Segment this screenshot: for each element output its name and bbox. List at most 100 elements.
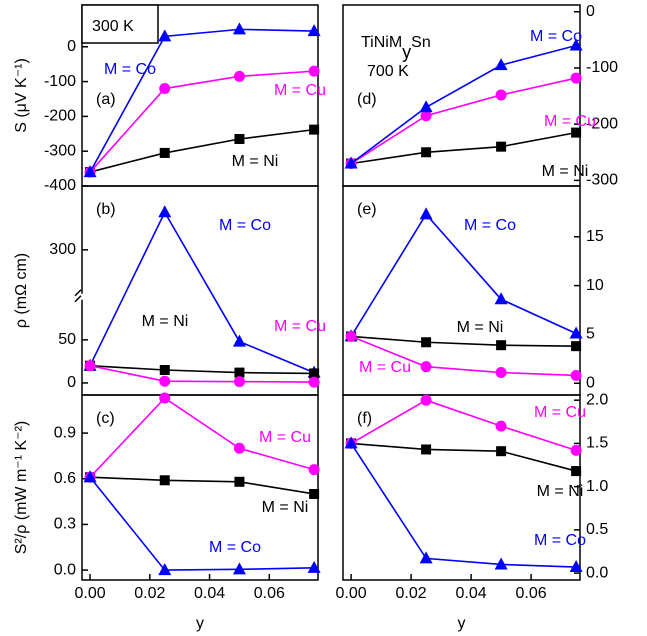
y-tick-label: 300 <box>49 241 76 258</box>
series-label: M = Co <box>209 539 261 556</box>
series-line <box>351 335 577 347</box>
annotation: 300 K <box>92 18 134 35</box>
series-label: M = Cu <box>534 404 586 421</box>
marker <box>496 340 507 351</box>
marker <box>159 375 171 387</box>
plot-frame <box>81 394 319 581</box>
y-tick-label: 0.0 <box>54 561 76 578</box>
marker <box>419 100 433 113</box>
marker <box>495 367 507 379</box>
marker <box>421 444 432 455</box>
y-tick-label: -300 <box>586 172 618 189</box>
marker <box>309 124 320 135</box>
marker <box>159 147 170 158</box>
y-tick-label: -100 <box>44 73 76 90</box>
marker <box>570 369 582 381</box>
series-line <box>89 210 315 374</box>
series-label: M = Cu <box>274 318 326 335</box>
series-label: M = Cu <box>544 113 596 130</box>
marker <box>233 70 245 82</box>
panel-label: (b) <box>96 201 116 218</box>
x-axis-label: y <box>458 615 466 632</box>
marker <box>307 560 321 573</box>
marker <box>345 330 357 342</box>
series-label: M = Co <box>104 61 156 78</box>
marker <box>496 446 507 457</box>
series-line <box>350 44 577 165</box>
series-line <box>350 131 577 165</box>
series-label: M = Ni <box>142 313 189 330</box>
plot-frame <box>81 185 319 396</box>
marker <box>419 551 433 564</box>
marker <box>232 562 246 575</box>
marker <box>159 475 170 486</box>
annotation-box <box>81 4 159 44</box>
marker <box>158 205 172 218</box>
marker <box>309 368 320 379</box>
marker <box>571 127 582 138</box>
x-tick-label: 0.02 <box>396 585 427 602</box>
panel-label: (e) <box>357 201 377 218</box>
x-tick-label: 0.02 <box>134 585 165 602</box>
y-tick-label: -300 <box>44 142 76 159</box>
series-line <box>350 77 577 165</box>
y-tick-label: -200 <box>586 115 618 132</box>
marker <box>494 58 508 71</box>
y-tick-label: 0.3 <box>54 516 76 533</box>
series-label: M = Co <box>464 217 516 234</box>
y-axis-label: S (μV K⁻¹) <box>13 58 30 133</box>
series-label: M = Ni <box>542 163 589 180</box>
marker <box>570 72 582 84</box>
marker <box>159 365 170 376</box>
marker <box>307 24 321 37</box>
x-tick-label: 0.00 <box>336 585 367 602</box>
y-axis-label: ρ (mΩ cm) <box>13 253 30 328</box>
series-line <box>90 476 315 495</box>
series-line <box>89 70 315 173</box>
x-tick-label: 0.04 <box>456 585 487 602</box>
y-tick-label: 0.5 <box>586 521 608 538</box>
marker <box>158 563 172 576</box>
y-tick-label: 0.6 <box>54 470 76 487</box>
marker <box>419 207 433 220</box>
panel-label: (a) <box>96 91 116 108</box>
marker <box>308 464 320 476</box>
x-tick-label: 0.04 <box>194 585 225 602</box>
y-tick-label: 10 <box>586 277 604 294</box>
series-label: M = Co <box>219 217 271 234</box>
marker <box>569 326 583 339</box>
marker <box>234 476 245 487</box>
marker <box>569 38 583 51</box>
marker <box>421 147 432 158</box>
marker <box>159 392 171 404</box>
plot-frame <box>342 394 581 581</box>
series-label: M = Ni <box>457 319 504 336</box>
annotation: 700 K <box>367 63 409 80</box>
series-label: M = Co <box>534 532 586 549</box>
marker <box>496 141 507 152</box>
series-line <box>350 399 577 452</box>
axis-break-mark <box>74 295 82 303</box>
y-tick-label: 2.0 <box>586 391 608 408</box>
series-line <box>89 364 315 383</box>
marker <box>308 376 320 388</box>
series-line <box>89 128 315 173</box>
marker <box>233 376 245 388</box>
chart-title: TiNiMySn <box>361 34 431 62</box>
marker <box>571 341 582 352</box>
series-line <box>89 28 315 173</box>
marker <box>159 83 171 95</box>
series-label: M = Cu <box>359 359 411 376</box>
y-tick-label: 0 <box>67 374 76 391</box>
x-tick-label: 0.06 <box>516 585 547 602</box>
marker <box>233 442 245 454</box>
y-axis-label: S²/ρ (mW m⁻¹ K⁻²) <box>13 421 30 555</box>
series-line <box>89 476 315 571</box>
y-tick-label: 0 <box>67 38 76 55</box>
panel-label: (f) <box>357 410 372 427</box>
marker <box>234 134 245 145</box>
series-line <box>89 397 315 478</box>
marker <box>158 29 172 42</box>
x-tick-label: 0.00 <box>74 585 105 602</box>
series-line <box>350 442 577 568</box>
